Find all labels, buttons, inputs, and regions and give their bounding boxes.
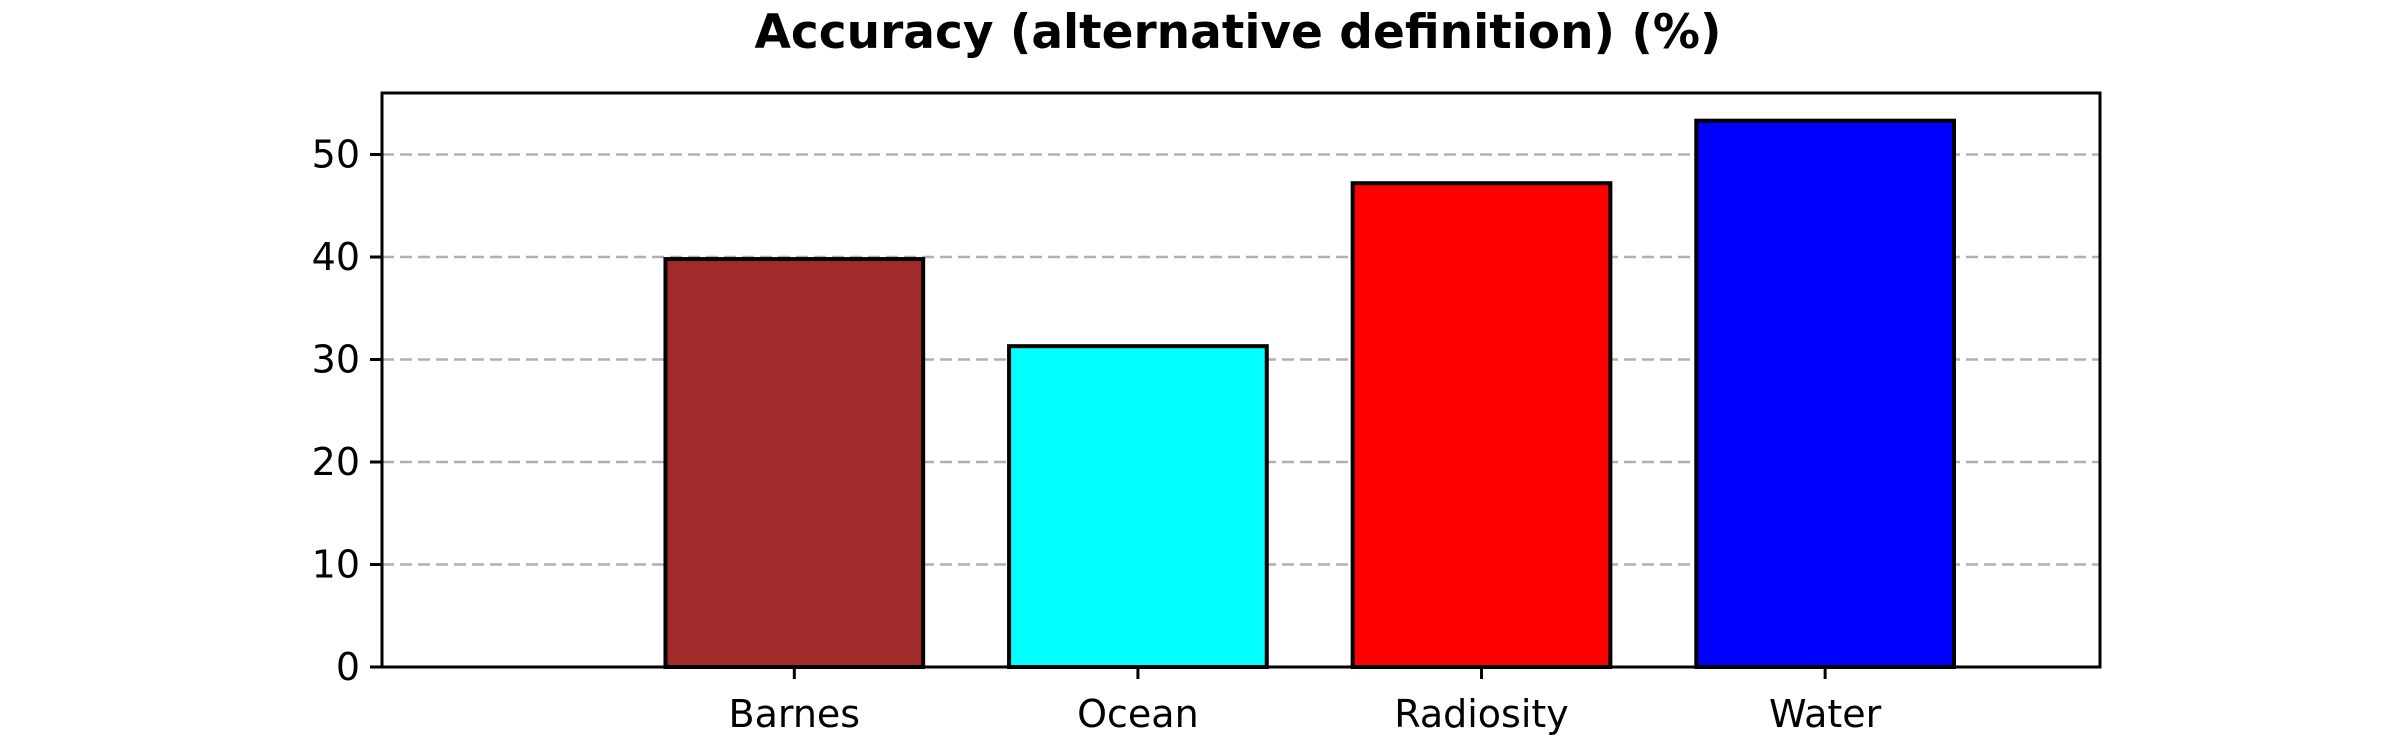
y-axis-ticks: 0 10 20 30 40 50 [312,133,382,689]
bars [663,118,1956,670]
x-tick-label-radiosity: Radiosity [1394,692,1569,736]
x-tick-label-water: Water [1769,692,1882,736]
bar-radiosity [1350,181,1613,669]
x-tick-label-ocean: Ocean [1077,692,1199,736]
y-tick-label-10: 10 [312,543,360,587]
y-tick-label-50: 50 [312,133,360,177]
plot-area-frame [380,91,2102,669]
y-tick-label-20: 20 [312,440,360,484]
chart-title: Accuracy (alternative definition) (%) [755,5,1722,60]
x-axis-ticks: Barnes Ocean Radiosity Water [729,667,1882,736]
y-tick-label-40: 40 [312,235,360,279]
x-tick-label-barnes: Barnes [729,692,861,736]
bar-ocean [1007,344,1269,669]
bar-water [1694,118,1956,670]
y-tick-label-0: 0 [336,645,360,689]
bar-barnes [663,257,926,669]
y-tick-label-30: 30 [312,338,360,382]
